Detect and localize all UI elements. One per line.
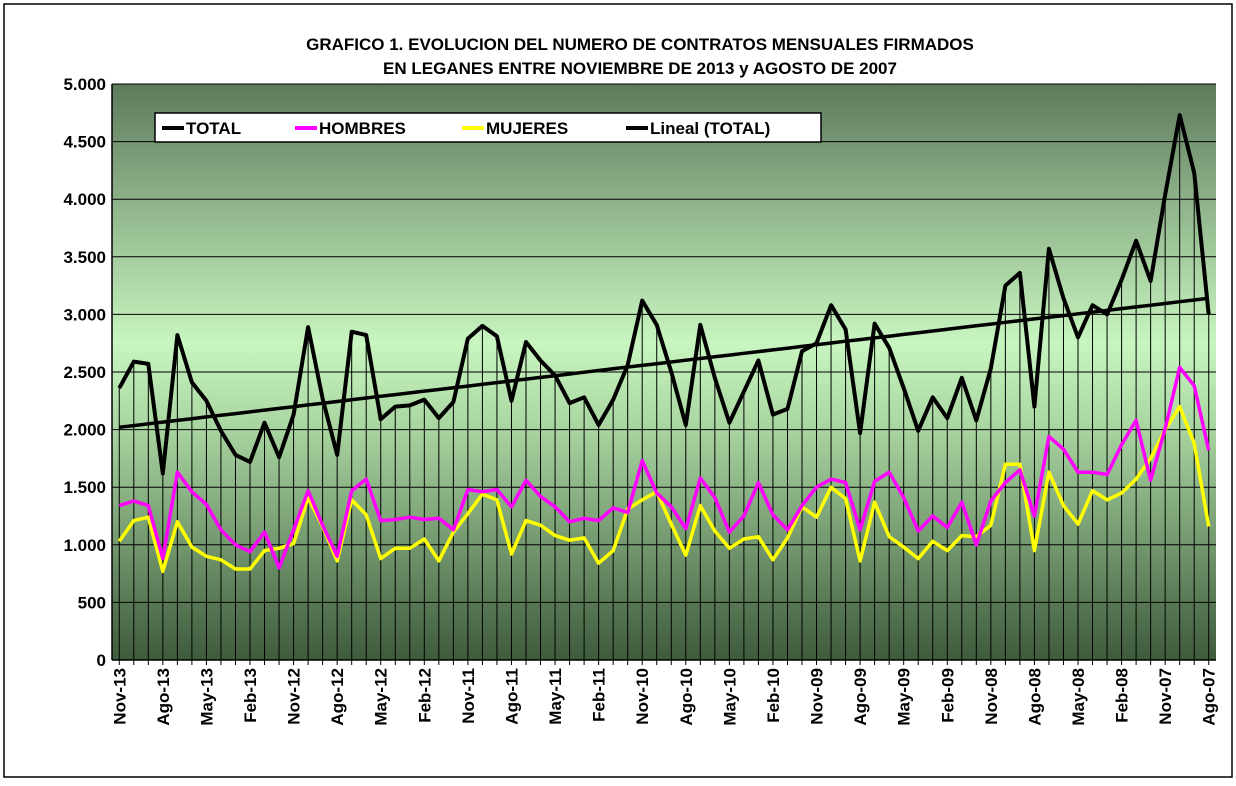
x-tick-label: Ago-11 bbox=[502, 668, 521, 725]
x-tick-label: Nov-12 bbox=[285, 668, 304, 725]
x-tick-label: Nov-10 bbox=[633, 668, 652, 725]
x-tick-label: Ago-07 bbox=[1200, 668, 1219, 726]
y-tick-label: 4.000 bbox=[63, 190, 106, 209]
chart-title: GRAFICO 1. EVOLUCION DEL NUMERO DE CONTR… bbox=[306, 35, 974, 54]
y-tick-label: 1.500 bbox=[63, 478, 106, 497]
y-tick-label: 500 bbox=[78, 593, 106, 612]
x-tick-label: Nov-11 bbox=[459, 668, 478, 724]
y-tick-label: 1.000 bbox=[63, 536, 106, 555]
y-tick-label: 3.500 bbox=[63, 248, 106, 267]
legend-label: Lineal (TOTAL) bbox=[650, 119, 770, 138]
chart-title: EN LEGANES ENTRE NOVIEMBRE DE 2013 y AGO… bbox=[383, 59, 897, 78]
y-tick-label: 5.000 bbox=[63, 75, 106, 94]
x-tick-label: Feb-08 bbox=[1113, 668, 1132, 723]
x-tick-label: Ago-12 bbox=[328, 668, 347, 726]
x-tick-label: Feb-10 bbox=[764, 668, 783, 723]
series-line bbox=[117, 404, 1211, 574]
x-tick-label: Feb-13 bbox=[241, 668, 260, 723]
legend: TOTAL HOMBRES MUJERES Lineal (TOTAL) bbox=[154, 112, 822, 143]
x-tick-label: Nov-08 bbox=[982, 668, 1001, 725]
x-tick-label: Nov-13 bbox=[110, 668, 129, 725]
legend-label: HOMBRES bbox=[319, 119, 406, 138]
legend-label: TOTAL bbox=[186, 119, 241, 138]
x-tick-label: Ago-10 bbox=[677, 668, 696, 726]
x-tick-label: Ago-09 bbox=[851, 668, 870, 726]
x-tick-label: Nov-07 bbox=[1156, 668, 1175, 725]
x-tick-label: May-09 bbox=[895, 668, 914, 726]
series-line bbox=[118, 365, 1211, 570]
legend-label: MUJERES bbox=[486, 119, 568, 138]
legend-box bbox=[154, 112, 822, 143]
x-tick-label: May-11 bbox=[546, 668, 565, 725]
series-line bbox=[119, 296, 1209, 430]
x-tick-label: Nov-09 bbox=[808, 668, 827, 725]
x-tick-label: May-08 bbox=[1069, 668, 1088, 726]
x-tick-label: May-10 bbox=[720, 668, 739, 726]
x-tick-label: May-13 bbox=[197, 668, 216, 726]
y-tick-label: 0 bbox=[97, 651, 106, 670]
x-tick-label: Feb-11 bbox=[590, 668, 609, 722]
y-tick-label: 3.000 bbox=[63, 305, 106, 324]
series-line bbox=[117, 113, 1211, 476]
x-tick-label: May-12 bbox=[372, 668, 391, 726]
x-tick-label: Feb-09 bbox=[938, 668, 957, 723]
x-tick-label: Ago-13 bbox=[154, 668, 173, 726]
x-tick-label: Ago-08 bbox=[1025, 668, 1044, 726]
y-tick-label: 2.000 bbox=[63, 421, 106, 440]
y-tick-label: 4.500 bbox=[63, 133, 106, 152]
x-tick-label: Feb-12 bbox=[415, 668, 434, 723]
y-tick-label: 2.500 bbox=[63, 363, 106, 382]
